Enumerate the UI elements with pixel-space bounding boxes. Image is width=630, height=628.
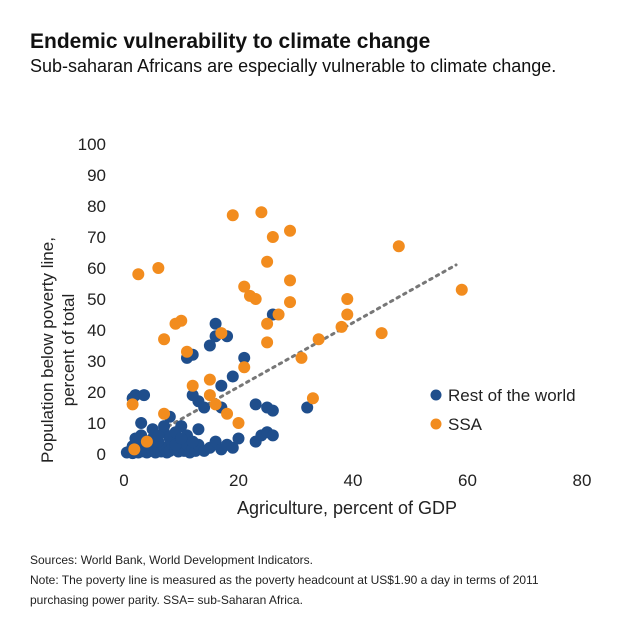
- point-rest-of-world: [209, 317, 222, 330]
- y-axis-label-line1: Population below poverty line,: [38, 237, 57, 463]
- point-ssa: [175, 314, 188, 327]
- point-ssa: [392, 240, 405, 253]
- x-tick-label: 20: [229, 471, 248, 490]
- point-rest-of-world: [129, 432, 142, 445]
- point-rest-of-world: [226, 441, 239, 454]
- point-ssa: [180, 345, 193, 358]
- point-ssa: [152, 262, 165, 274]
- point-ssa: [272, 308, 285, 321]
- point-ssa: [266, 231, 279, 243]
- legend-label-ssa: SSA: [448, 415, 483, 434]
- x-tick-label: 80: [573, 471, 592, 490]
- y-tick-label: 60: [87, 259, 106, 278]
- y-axis-label-line2: percent of total: [59, 294, 78, 406]
- series-rest-of-world: [120, 308, 314, 460]
- legend-marker-rest-of-world: [430, 389, 442, 401]
- point-rest-of-world: [232, 432, 245, 445]
- point-ssa: [203, 373, 216, 386]
- y-tick-label: 10: [87, 414, 106, 433]
- point-rest-of-world: [249, 398, 262, 411]
- series-ssa: [126, 206, 468, 456]
- point-ssa: [158, 333, 171, 346]
- point-ssa: [158, 407, 171, 420]
- point-ssa: [261, 336, 274, 349]
- point-rest-of-world: [226, 370, 239, 383]
- point-ssa: [455, 283, 468, 296]
- point-ssa: [226, 209, 239, 222]
- point-ssa: [126, 398, 139, 411]
- legend-marker-ssa: [430, 418, 442, 430]
- y-tick-label: 20: [87, 383, 106, 402]
- point-rest-of-world: [129, 389, 142, 402]
- y-tick-label: 80: [87, 197, 106, 216]
- point-ssa: [128, 443, 141, 456]
- point-ssa: [261, 255, 274, 268]
- point-ssa: [215, 327, 228, 340]
- point-ssa: [284, 224, 297, 237]
- chart-notes: Sources: World Bank, World Development I…: [30, 550, 539, 610]
- point-ssa: [132, 268, 145, 281]
- point-ssa: [203, 389, 216, 402]
- note-text-line1: Note: The poverty line is measured as th…: [30, 573, 539, 587]
- legend: Rest of the world SSA: [430, 386, 576, 434]
- sources-text: Sources: World Bank, World Development I…: [30, 553, 314, 567]
- point-rest-of-world: [192, 423, 205, 436]
- point-ssa: [341, 293, 354, 305]
- x-tick-label: 60: [458, 471, 477, 490]
- chart-title: Endemic vulnerability to climate change: [30, 30, 431, 53]
- point-rest-of-world: [238, 351, 251, 364]
- y-tick-label: 40: [87, 321, 106, 340]
- y-tick-label: 50: [87, 290, 106, 309]
- x-axis-label: Agriculture, percent of GDP: [237, 498, 457, 518]
- point-ssa: [140, 435, 153, 448]
- point-rest-of-world: [186, 435, 199, 448]
- point-ssa: [284, 274, 297, 287]
- y-tick-label: 90: [87, 166, 106, 185]
- point-rest-of-world: [152, 429, 165, 442]
- point-rest-of-world: [138, 389, 151, 402]
- point-ssa: [284, 296, 297, 309]
- point-ssa: [306, 392, 319, 405]
- scatter-chart: Population below poverty line, percent o…: [38, 135, 591, 518]
- y-tick-label: 100: [78, 135, 106, 154]
- point-ssa: [341, 308, 354, 321]
- x-tick-label: 40: [344, 471, 363, 490]
- y-axis-label: Population below poverty line, percent o…: [38, 237, 78, 463]
- point-ssa: [238, 280, 251, 293]
- point-rest-of-world: [301, 401, 314, 414]
- y-tick-label: 30: [87, 352, 106, 371]
- point-ssa: [232, 417, 245, 429]
- point-rest-of-world: [198, 401, 211, 414]
- point-rest-of-world: [203, 339, 216, 352]
- chart-subtitle: Sub-saharan Africans are especially vuln…: [30, 56, 557, 76]
- note-text-line2: purchasing power parity. SSA= sub-Sahara…: [30, 593, 303, 607]
- x-tick-label: 0: [119, 471, 128, 490]
- point-ssa: [209, 398, 222, 411]
- point-ssa: [295, 351, 308, 364]
- trend-line: [133, 263, 458, 447]
- point-rest-of-world: [158, 420, 171, 433]
- x-tick-labels: 0 20 40 60 80: [119, 471, 591, 490]
- point-rest-of-world: [175, 432, 188, 445]
- y-tick-label: 0: [97, 445, 106, 464]
- point-rest-of-world: [266, 429, 279, 442]
- point-ssa: [249, 293, 262, 305]
- point-rest-of-world: [135, 417, 148, 429]
- point-ssa: [186, 379, 199, 392]
- legend-label-rest-of-world: Rest of the world: [448, 386, 576, 405]
- point-ssa: [221, 407, 234, 420]
- point-ssa: [335, 320, 348, 333]
- point-rest-of-world: [249, 435, 262, 448]
- point-ssa: [238, 361, 251, 374]
- point-ssa: [375, 327, 388, 340]
- point-ssa: [261, 317, 274, 330]
- point-ssa: [255, 206, 268, 219]
- y-tick-label: 70: [87, 228, 106, 247]
- point-rest-of-world: [266, 404, 279, 417]
- point-ssa: [312, 333, 325, 346]
- point-rest-of-world: [215, 379, 228, 392]
- y-tick-labels: 0 10 20 30 40 50 60 70 80 90 100: [78, 135, 106, 464]
